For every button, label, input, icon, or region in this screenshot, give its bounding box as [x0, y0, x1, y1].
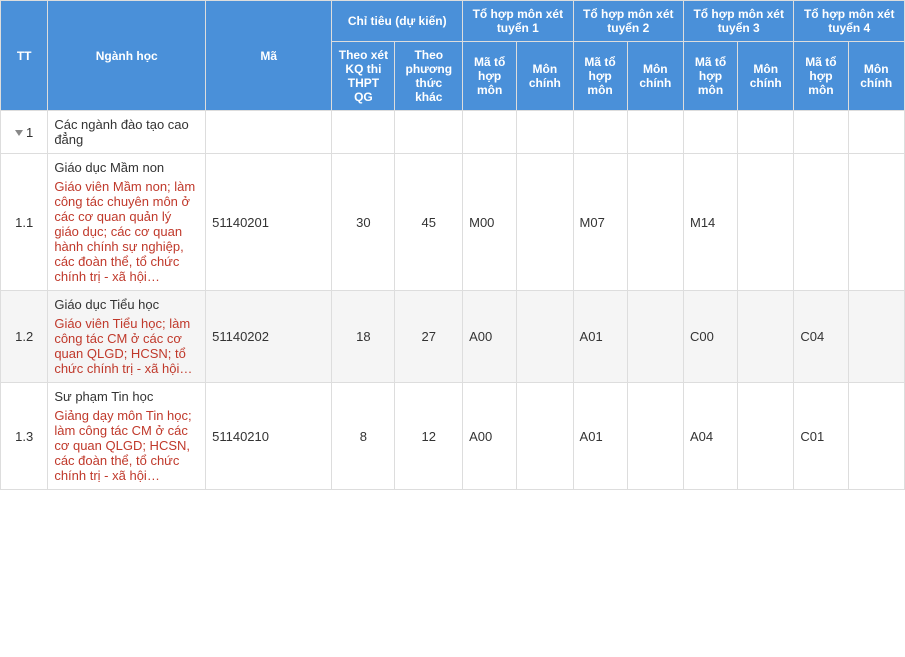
group-tohop3: Tổ hợp môn xét tuyển 3: [683, 1, 793, 42]
tt-value: 1.2: [15, 329, 33, 344]
group-tohop2: Tổ hợp môn xét tuyển 2: [573, 1, 683, 42]
cell-th1-ma: [463, 111, 517, 154]
col-tt: TT: [1, 1, 48, 111]
major-title: Các ngành đào tạo cao đẳng: [54, 117, 188, 147]
major-title: Giáo dục Mầm non: [54, 160, 164, 175]
cell-kq: 8: [332, 383, 395, 490]
cell-th2-mc: [627, 383, 683, 490]
cell-nganh: Giáo dục Mầm non Giáo viên Mầm non; làm c…: [48, 154, 206, 291]
cell-nganh: Giáo dục Tiểu học Giáo viên Tiểu học; làm…: [48, 291, 206, 383]
col-mc3: Môn chính: [738, 42, 794, 111]
col-mth2: Mã tổ hợp môn: [573, 42, 627, 111]
cell-tt[interactable]: 1: [1, 111, 48, 154]
col-mth4: Mã tổ hợp môn: [794, 42, 848, 111]
major-desc: Giáo viên Mầm non; làm công tác chuyên m…: [54, 179, 199, 284]
cell-ma: 51140202: [206, 291, 332, 383]
major-title: Sư phạm Tin học: [54, 389, 153, 404]
col-ma: Mã: [206, 1, 332, 111]
cell-th1-ma: A00: [463, 291, 517, 383]
cell-pt: 12: [395, 383, 463, 490]
cell-th1-ma: M00: [463, 154, 517, 291]
cell-th2-mc: [627, 291, 683, 383]
cell-kq: [332, 111, 395, 154]
cell-th1-mc: [517, 111, 573, 154]
tt-value: 1: [26, 125, 33, 140]
cell-tt: 1.2: [1, 291, 48, 383]
table-row: 1.2 Giáo dục Tiểu học Giáo viên Tiểu học; …: [1, 291, 905, 383]
expand-icon[interactable]: [15, 130, 23, 136]
group-chitieu: Chỉ tiêu (dự kiến): [332, 1, 463, 42]
cell-kq: 30: [332, 154, 395, 291]
table-row: 1.3 Sư phạm Tin học Giảng dạy môn Tin học;…: [1, 383, 905, 490]
cell-tt: 1.3: [1, 383, 48, 490]
major-desc: Giáo viên Tiểu học; làm công tác CM ở cá…: [54, 316, 199, 376]
admissions-table: TT Ngành học Mã Chỉ tiêu (dự kiến) Tổ hợ…: [0, 0, 905, 490]
cell-th4-ma: C04: [794, 291, 848, 383]
col-mc1: Môn chính: [517, 42, 573, 111]
cell-th3-ma: A04: [683, 383, 737, 490]
cell-ma: [206, 111, 332, 154]
cell-th4-ma: [794, 154, 848, 291]
cell-th1-mc: [517, 383, 573, 490]
cell-th2-ma: [573, 111, 627, 154]
cell-ma: 51140210: [206, 383, 332, 490]
tt-value: 1.3: [15, 429, 33, 444]
major-desc: Giảng dạy môn Tin học; làm công tác CM ở…: [54, 408, 199, 483]
cell-th3-ma: [683, 111, 737, 154]
cell-nganh: Sư phạm Tin học Giảng dạy môn Tin học; là…: [48, 383, 206, 490]
cell-nganh: Các ngành đào tạo cao đẳng: [48, 111, 206, 154]
cell-kq: 18: [332, 291, 395, 383]
group-tohop1: Tổ hợp môn xét tuyển 1: [463, 1, 573, 42]
cell-th4-ma: C01: [794, 383, 848, 490]
table-header: TT Ngành học Mã Chỉ tiêu (dự kiến) Tổ hợ…: [1, 1, 905, 111]
col-nganh: Ngành học: [48, 1, 206, 111]
cell-th4-ma: [794, 111, 848, 154]
col-mth1: Mã tổ hợp môn: [463, 42, 517, 111]
cell-th2-ma: A01: [573, 291, 627, 383]
cell-pt: 27: [395, 291, 463, 383]
cell-pt: [395, 111, 463, 154]
cell-th4-mc: [848, 291, 904, 383]
col-theo-pt: Theo phương thức khác: [395, 42, 463, 111]
cell-th4-mc: [848, 154, 904, 291]
cell-tt: 1.1: [1, 154, 48, 291]
tt-value: 1.1: [15, 215, 33, 230]
cell-th2-mc: [627, 154, 683, 291]
cell-th1-ma: A00: [463, 383, 517, 490]
cell-th2-mc: [627, 111, 683, 154]
cell-th4-mc: [848, 383, 904, 490]
cell-th3-ma: M14: [683, 154, 737, 291]
cell-th1-mc: [517, 291, 573, 383]
cell-th1-mc: [517, 154, 573, 291]
cell-th3-mc: [738, 154, 794, 291]
table-row: 1 Các ngành đào tạo cao đẳng: [1, 111, 905, 154]
col-mc4: Môn chính: [848, 42, 904, 111]
col-theo-kq: Theo xét KQ thi THPT QG: [332, 42, 395, 111]
col-mc2: Môn chính: [627, 42, 683, 111]
cell-th3-mc: [738, 111, 794, 154]
table-body: 1 Các ngành đào tạo cao đẳng 1.1 Giáo dục M…: [1, 111, 905, 490]
cell-th2-ma: A01: [573, 383, 627, 490]
cell-th3-ma: C00: [683, 291, 737, 383]
major-title: Giáo dục Tiểu học: [54, 297, 159, 312]
col-mth3: Mã tổ hợp môn: [683, 42, 737, 111]
cell-th3-mc: [738, 291, 794, 383]
cell-th4-mc: [848, 111, 904, 154]
group-tohop4: Tổ hợp môn xét tuyển 4: [794, 1, 905, 42]
cell-th3-mc: [738, 383, 794, 490]
table-row: 1.1 Giáo dục Mầm non Giáo viên Mầm non; là…: [1, 154, 905, 291]
cell-ma: 51140201: [206, 154, 332, 291]
cell-pt: 45: [395, 154, 463, 291]
cell-th2-ma: M07: [573, 154, 627, 291]
